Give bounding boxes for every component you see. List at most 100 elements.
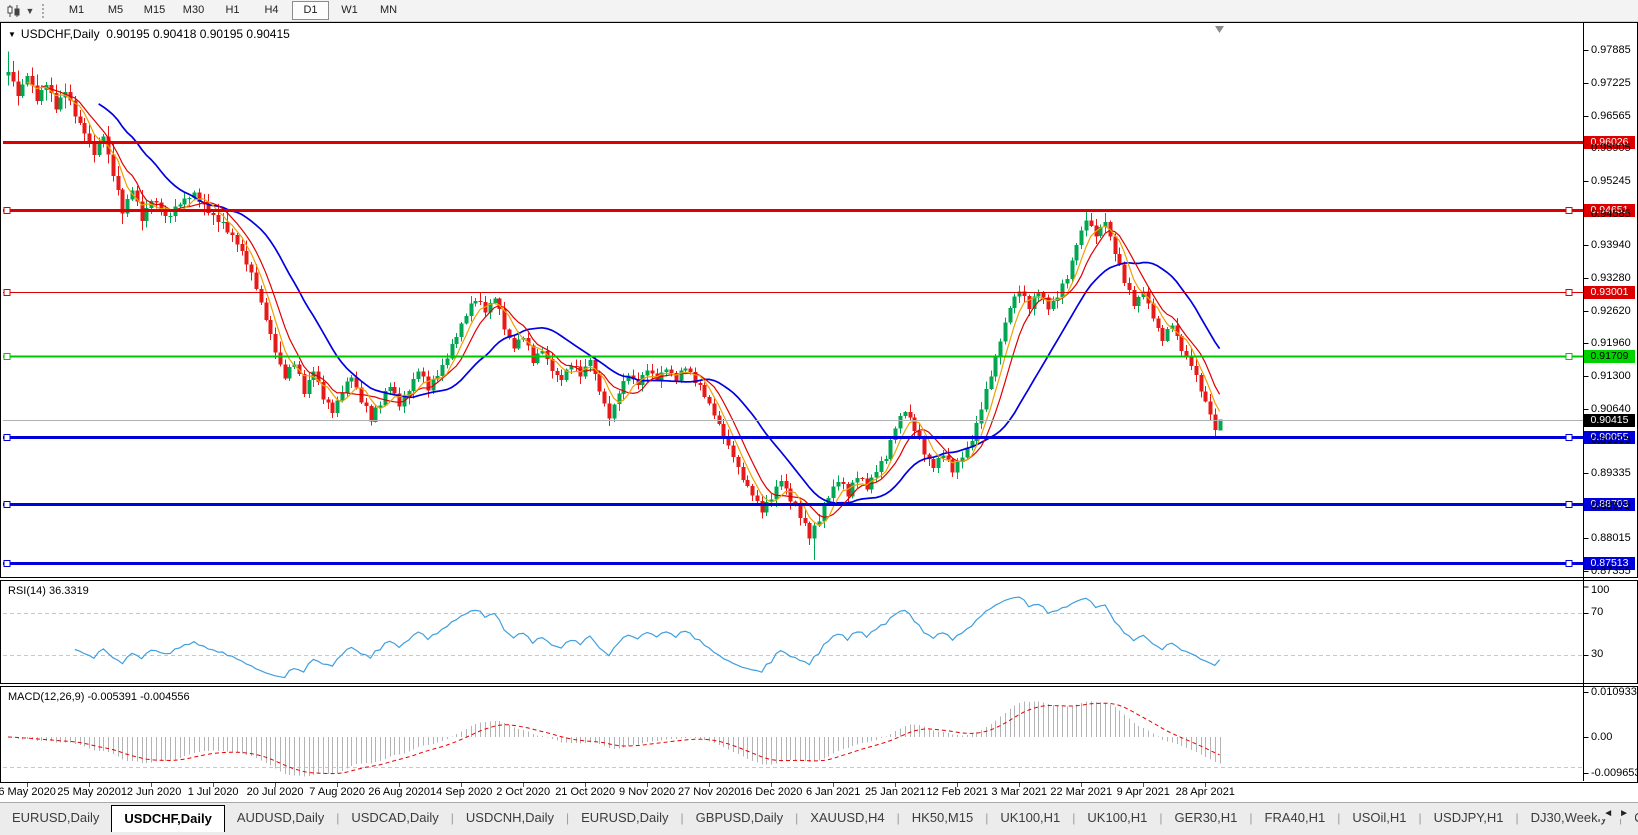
tab-gbpusd-daily[interactable]: GBPUSD,Daily: [695, 810, 784, 825]
candle-body: [225, 221, 230, 233]
level-handle[interactable]: [1565, 501, 1573, 508]
candle-body: [450, 344, 455, 359]
candle-body: [946, 455, 951, 460]
timeframe-m5[interactable]: M5: [107, 4, 124, 16]
candle-body: [612, 404, 617, 419]
timeframe-h4[interactable]: H4: [264, 4, 279, 16]
candle-body: [454, 336, 459, 345]
tab-usdchf-daily[interactable]: USDCHF,Daily: [111, 805, 225, 832]
timeframe-w1[interactable]: W1: [341, 4, 358, 16]
tab-dj30-weekly[interactable]: DJ30,Weekly: [1530, 810, 1607, 825]
ma-line-8: [41, 85, 1221, 518]
candle-body: [1127, 282, 1132, 291]
timeframe-mn[interactable]: MN: [379, 4, 398, 16]
tab-separator: |: [896, 811, 900, 825]
candle-body: [354, 377, 359, 388]
candle-body: [1203, 391, 1208, 402]
candle-body: [1103, 221, 1108, 227]
level-handle[interactable]: [3, 501, 11, 508]
tab-separator: |: [1337, 811, 1341, 825]
timeframe-h1[interactable]: H1: [225, 4, 240, 16]
candle-body: [707, 396, 712, 404]
candle-body: [249, 264, 254, 273]
candle-body: [597, 373, 602, 392]
candle-body: [1189, 356, 1194, 366]
tab-china300-h1[interactable]: CHINA300,H1: [1622, 806, 1638, 830]
candle-body: [378, 405, 383, 408]
timeframe-m30[interactable]: M30: [182, 4, 205, 16]
date-label: 12 Jun 2020: [120, 786, 182, 798]
candle-body: [488, 302, 493, 313]
level-handle[interactable]: [1565, 289, 1573, 296]
level-handle[interactable]: [3, 353, 11, 360]
tab-audusd-daily[interactable]: AUDUSD,Daily: [236, 810, 325, 825]
timeframe-m15[interactable]: M15: [143, 4, 166, 16]
tab-scroll-arrows: ◄►: [1597, 808, 1635, 819]
tab-separator: |: [680, 811, 684, 825]
candle-body: [645, 370, 650, 376]
toolbar: ▼ M1 M5 M15 M30 H1 H4 D1 W1 MN: [0, 0, 1638, 22]
timeframe-d1[interactable]: D1: [292, 1, 329, 20]
candle-body: [846, 483, 851, 497]
tab-separator: |: [1249, 811, 1253, 825]
tab-usdcad-daily[interactable]: USDCAD,Daily: [351, 810, 439, 825]
candle-body: [445, 358, 450, 365]
candle-body: [392, 387, 397, 394]
tab-hk50-m15[interactable]: HK50,M15: [911, 810, 974, 825]
time-axis[interactable]: 6 May 2020 25 May 2020 12 Jun 2020 1 Jul 20…: [0, 783, 1638, 802]
timeframe-m1[interactable]: M1: [68, 4, 85, 16]
chevron-down-icon[interactable]: ▼: [25, 5, 35, 16]
tab-usdcnh-daily[interactable]: USDCNH,Daily: [465, 810, 555, 825]
candle-body: [6, 71, 11, 76]
date-label: 21 Oct 2020: [555, 786, 616, 798]
tab-usoil-h1[interactable]: USOil,H1: [1352, 810, 1407, 825]
candle-body: [927, 454, 932, 460]
tab-uk100-h1[interactable]: UK100,H1: [1000, 810, 1061, 825]
candle-body: [116, 175, 121, 190]
candle-body: [698, 383, 703, 385]
tab-usdjpy-h1[interactable]: USDJPY,H1: [1433, 810, 1504, 825]
level-handle[interactable]: [3, 560, 11, 567]
candle-body: [931, 459, 936, 469]
date-label: 6 May 2020: [0, 786, 56, 798]
main-chart-panel: [0, 22, 1638, 578]
candle-body: [1051, 301, 1056, 310]
date-label: 16 Dec 2020: [739, 786, 803, 798]
level-handle[interactable]: [3, 289, 11, 296]
candle-body: [407, 391, 412, 397]
level-handle[interactable]: [1565, 434, 1573, 441]
level-handle[interactable]: [1565, 353, 1573, 360]
candle-body: [1151, 303, 1156, 319]
candle-body: [1160, 328, 1165, 341]
tab-eurusd-daily[interactable]: EURUSD,Daily: [581, 810, 669, 825]
level-handle[interactable]: [3, 434, 11, 441]
candle-body: [903, 412, 908, 416]
candle-body: [984, 388, 989, 410]
candle-body: [702, 384, 707, 397]
candle-body: [788, 488, 793, 502]
tab-ger30-h1[interactable]: GER30,H1: [1174, 810, 1238, 825]
candle-body: [741, 467, 746, 480]
level-handle[interactable]: [3, 207, 11, 214]
tab-scroll-left-icon[interactable]: ◄: [1603, 808, 1620, 819]
candle-body: [321, 381, 326, 400]
tab-fra40-h1[interactable]: FRA40,H1: [1264, 810, 1326, 825]
date-label: 27 Nov 2020: [677, 786, 741, 798]
candle-body: [588, 360, 593, 367]
toolbar-grip: [42, 3, 49, 18]
date-label: 25 Jan 2021: [864, 786, 926, 798]
candle-body: [989, 376, 994, 389]
candle-body: [426, 376, 431, 391]
tab-separator: |: [1418, 811, 1422, 825]
candle-body: [950, 459, 955, 473]
level-handle[interactable]: [1565, 560, 1573, 567]
chart-type-icon[interactable]: [4, 2, 24, 19]
tab-scroll-right-icon[interactable]: ►: [1619, 808, 1635, 819]
level-handle[interactable]: [1565, 207, 1573, 214]
candle-body: [717, 415, 722, 425]
tab-xauusd-h4[interactable]: XAUUSD,H4: [810, 810, 885, 825]
tab-uk100-h1[interactable]: UK100,H1: [1087, 810, 1148, 825]
chart-shift-marker-icon: [1215, 26, 1224, 33]
candle-body: [502, 309, 507, 330]
tab-eurusd-daily[interactable]: EURUSD,Daily: [12, 810, 100, 825]
